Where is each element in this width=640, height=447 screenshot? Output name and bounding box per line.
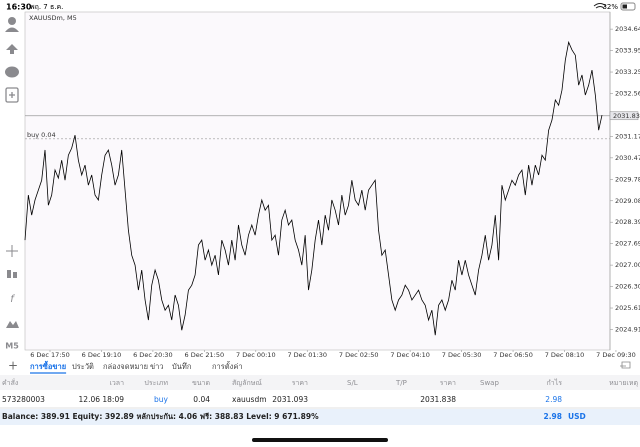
- price-line: [24, 40, 603, 336]
- tab[interactable]: การซื้อขาย: [30, 360, 66, 371]
- y-tick-label: 2031.170: [615, 132, 640, 140]
- cell-order: 573280003: [2, 395, 45, 404]
- chart-area: [24, 11, 611, 351]
- table-header-bg: [0, 375, 640, 390]
- status-date: พฤ. 7 ธ.ค.: [30, 3, 63, 11]
- y-tick-label: 2027.000: [615, 261, 640, 269]
- cell-type: buy: [154, 395, 169, 404]
- timeframe-button[interactable]: M5: [5, 342, 19, 351]
- x-tick-label: 7 Dec 05:30: [442, 351, 482, 359]
- y-tick-label: 2024.915: [615, 325, 640, 333]
- x-tick-label: 6 Dec 21:50: [185, 351, 225, 359]
- column-header: ราคา: [292, 379, 308, 387]
- column-header: เวลา: [109, 379, 124, 387]
- cell-time: 12.06 18:09: [79, 395, 125, 404]
- trade-icon[interactable]: [6, 44, 18, 54]
- battery-icon: [620, 2, 636, 11]
- x-tick-label: 7 Dec 06:50: [493, 351, 533, 359]
- column-header: คำสั่ง: [2, 378, 18, 387]
- crosshair-icon[interactable]: [6, 245, 18, 257]
- cell-symbol: xauusdm: [232, 395, 267, 404]
- cell-price: 2031.093: [272, 395, 308, 404]
- balance-currency: USD: [568, 412, 586, 421]
- account-icon[interactable]: [8, 17, 16, 25]
- column-header: Swap: [480, 379, 499, 387]
- x-tick-label: 6 Dec 20:30: [133, 351, 173, 359]
- balance-profit: 2.98: [543, 412, 562, 421]
- column-header: ราคา: [440, 379, 456, 387]
- new-order-icon[interactable]: [5, 87, 19, 103]
- balance-summary: Balance: 389.91 Equity: 392.89 หลักประกั…: [2, 412, 319, 421]
- current-price-label: 2031.838: [613, 112, 640, 120]
- battery-level: 32%: [602, 3, 618, 11]
- y-tick-label: 2033.950: [615, 47, 640, 55]
- chart-title: XAUUSDm, M5: [29, 14, 77, 22]
- y-tick-label: 2029.780: [615, 175, 640, 183]
- column-header: ประเภท: [144, 379, 168, 387]
- y-tick-label: 2026.305: [615, 283, 640, 291]
- tab[interactable]: กล่องจดหมาย: [103, 362, 148, 371]
- candles-icon-2: [13, 272, 17, 278]
- tab[interactable]: บันทึก: [172, 362, 191, 371]
- tab[interactable]: ประวัติ: [72, 362, 94, 371]
- column-header: กำไร: [547, 378, 563, 387]
- home-indicator: [252, 438, 388, 442]
- cell-profit: 2.98: [545, 395, 562, 404]
- add-button[interactable]: +: [8, 359, 18, 373]
- x-tick-label: 7 Dec 00:10: [236, 351, 276, 359]
- column-header: S/L: [347, 379, 358, 387]
- tab[interactable]: ข่าว: [150, 362, 164, 371]
- left-toolbar: f M5: [5, 17, 19, 351]
- y-tick-label: 2032.560: [615, 89, 640, 97]
- status-time: 16:30: [6, 3, 32, 12]
- indicators-icon[interactable]: f: [10, 294, 15, 305]
- column-header: หมายเหตุ: [609, 379, 638, 387]
- column-header: ขนาด: [192, 379, 210, 387]
- current-price-box: [609, 111, 639, 121]
- chat-icon[interactable]: [5, 66, 19, 78]
- x-tick-label: 6 Dec 17:50: [30, 351, 70, 359]
- y-tick-label: 2029.085: [615, 197, 640, 205]
- column-header: T/P: [395, 379, 407, 387]
- y-tick-label: 2028.390: [615, 218, 640, 226]
- x-tick-label: 7 Dec 08:10: [545, 351, 585, 359]
- x-tick-label: 6 Dec 19:10: [82, 351, 122, 359]
- candles-icon[interactable]: [7, 270, 11, 278]
- wifi-icon: [593, 3, 607, 9]
- cell-volume: 0.04: [193, 395, 210, 404]
- x-tick-label: 7 Dec 04:10: [390, 351, 430, 359]
- y-tick-label: 2025.610: [615, 304, 640, 312]
- battery-fill: [622, 4, 627, 9]
- panel-icon[interactable]: [620, 361, 631, 369]
- y-tick-label: 2027.695: [615, 240, 640, 248]
- column-header: สัญลักษณ์: [232, 379, 262, 387]
- x-tick-label: 7 Dec 09:30: [596, 351, 636, 359]
- order-line-label: buy 0.04: [27, 131, 56, 139]
- objects-icon[interactable]: [6, 321, 19, 328]
- x-tick-label: 7 Dec 02:50: [339, 351, 379, 359]
- y-tick-label: 2033.255: [615, 68, 640, 76]
- y-tick-label: 2034.645: [615, 25, 640, 33]
- tab[interactable]: การตั้งค่า: [212, 361, 243, 371]
- balance-bg: [0, 409, 640, 425]
- account-icon-body: [5, 27, 19, 32]
- y-tick-label: 2030.475: [615, 154, 640, 162]
- cell-current-price: 2031.838: [420, 395, 456, 404]
- plus: [9, 92, 15, 98]
- x-tick-label: 7 Dec 01:30: [287, 351, 327, 359]
